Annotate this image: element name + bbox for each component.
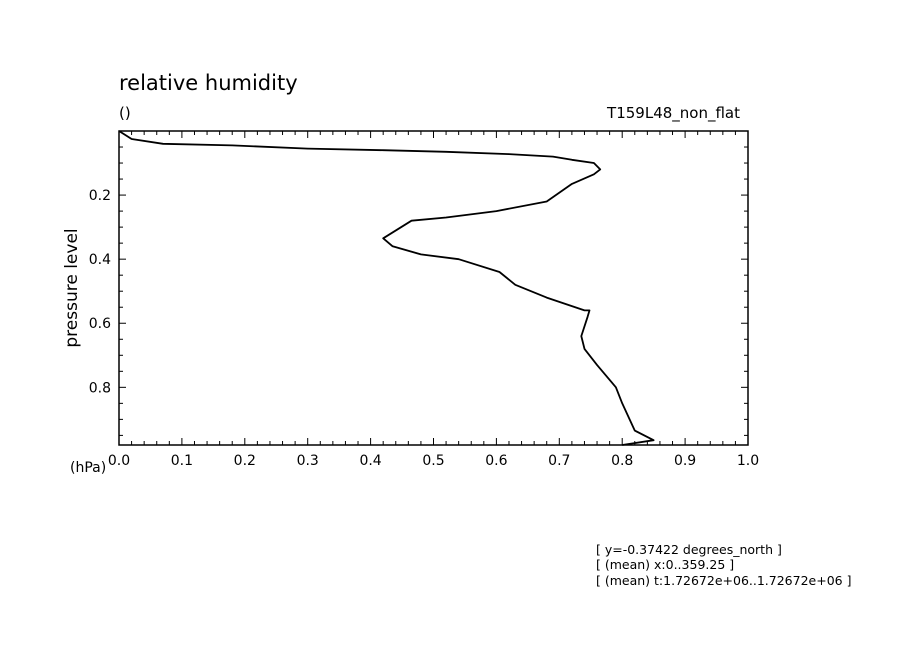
annotation-latitude: [ y=-0.37422 degrees_north ] xyxy=(596,542,782,557)
x-tick-label: 0.4 xyxy=(359,453,381,469)
y-axis-label: pressure level xyxy=(62,228,82,347)
x-tick-label: 0.9 xyxy=(674,453,696,469)
x-tick-label: 0.2 xyxy=(234,453,256,469)
x-tick-label: 0.1 xyxy=(171,453,193,469)
series-line xyxy=(118,130,655,446)
y-tick-label: 0.4 xyxy=(89,252,111,268)
annotation-time-mean: [ (mean) t:1.72672e+06..1.72672e+06 ] xyxy=(596,573,851,588)
x-tick-label: 0.3 xyxy=(297,453,319,469)
y-tick-label: 0.6 xyxy=(89,316,111,332)
chart-title: relative humidity xyxy=(119,71,298,95)
x-tick-label: 1.0 xyxy=(737,453,759,469)
x-axis: 0.0 0.1 0.2 0.3 0.4 0.5 0.6 0.7 0.8 0.9 1.0 xyxy=(108,131,759,469)
x-tick-label: 0.7 xyxy=(548,453,570,469)
annotation-longitude-mean: [ (mean) x:0..359.25 ] xyxy=(596,557,734,572)
x-tick-label: 0.5 xyxy=(422,453,444,469)
x-tick-label: 0.8 xyxy=(611,453,633,469)
y-tick-label: 0.2 xyxy=(89,188,111,204)
y-axis: 0.2 0.4 0.6 0.8 xyxy=(89,146,748,436)
x-tick-label: 0.0 xyxy=(108,453,130,469)
plot-frame xyxy=(118,130,749,446)
y-tick-label: 0.8 xyxy=(89,380,111,396)
x-tick-label: 0.6 xyxy=(485,453,507,469)
data-series xyxy=(118,130,655,446)
y-axis-unit: (hPa) xyxy=(70,460,106,476)
experiment-label: T159L48_non_flat xyxy=(606,104,740,123)
chart-units: () xyxy=(119,104,131,122)
